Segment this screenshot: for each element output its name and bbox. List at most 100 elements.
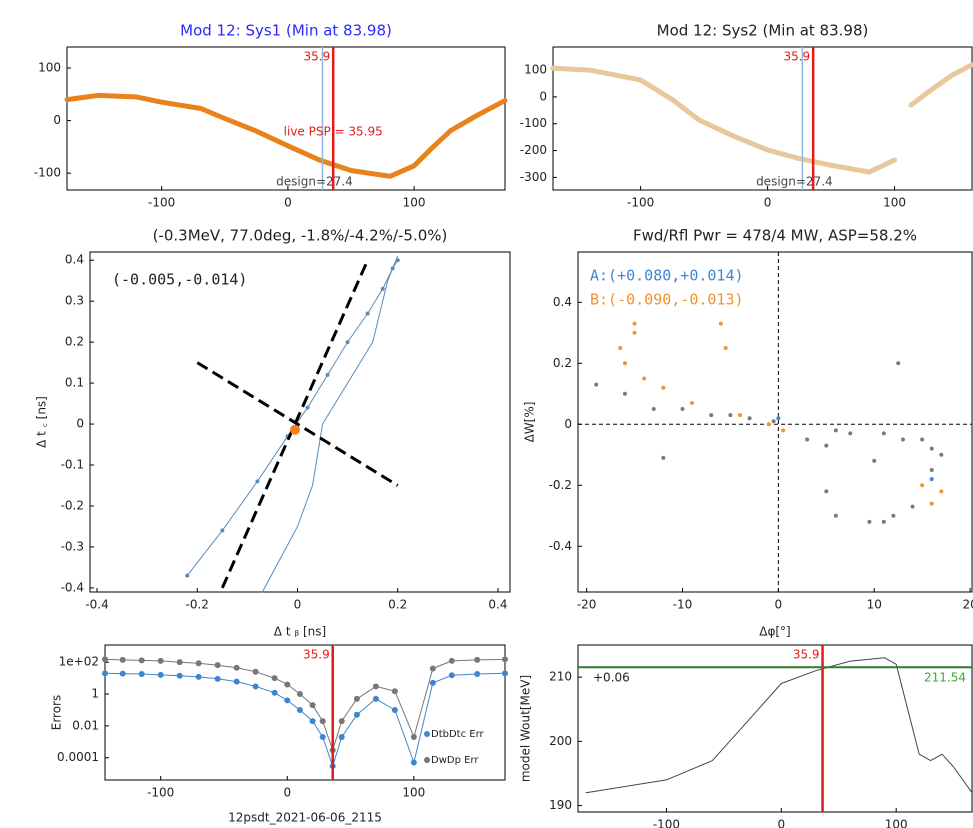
live-value: 35.9	[783, 50, 810, 64]
data-point	[284, 697, 291, 704]
data-point	[881, 431, 886, 436]
data-point	[661, 455, 666, 460]
legend-label: DtbDtc Err	[431, 729, 485, 740]
data-point	[502, 670, 508, 677]
y-axis-label: model Wout[MeV]	[519, 675, 533, 782]
x-tick-label: 0	[283, 786, 291, 800]
x-tick-label: 0	[775, 598, 783, 612]
y-tick-label: 0.2	[553, 356, 572, 370]
x-tick-label: -10	[673, 598, 693, 612]
data-point	[881, 519, 886, 524]
y-tick-label: 100	[38, 61, 61, 75]
data-point	[920, 483, 925, 488]
data-point	[391, 706, 398, 713]
data-point	[157, 657, 164, 664]
data-point	[642, 376, 647, 381]
x-axis-label: 12psdt_2021-06-06_2115	[228, 811, 382, 825]
plot-frame	[104, 644, 506, 781]
data-point	[429, 665, 436, 672]
data-point	[305, 405, 310, 410]
x-tick-label: -100	[627, 196, 654, 210]
series-line	[64, 92, 508, 179]
x-tick-label: 0.4	[488, 598, 507, 612]
y-tick-label: 0	[76, 417, 84, 431]
data-point	[391, 688, 398, 695]
x-tick-label: -0.4	[85, 598, 108, 612]
x-axis-label: Δφ[°]	[759, 625, 791, 639]
data-point	[833, 513, 838, 518]
data-point	[214, 662, 221, 669]
y-tick-label: -100	[34, 166, 61, 180]
data-point	[747, 416, 752, 421]
x-tick-label: -100	[147, 786, 174, 800]
y-axis-label: Δ t ꜀ [ns]	[35, 396, 49, 448]
live-value: 35.9	[793, 648, 820, 662]
data-point	[622, 391, 627, 396]
annotation: B:(-0.090,-0.013)	[590, 291, 744, 309]
data-point	[680, 407, 685, 412]
data-point	[661, 385, 666, 390]
x-tick-label: 100	[402, 786, 425, 800]
data-point	[309, 718, 316, 725]
data-point	[474, 671, 481, 678]
x-tick-label: 0	[764, 196, 772, 210]
y-tick-label: -0.2	[61, 498, 84, 512]
x-tick-label: 100	[883, 196, 906, 210]
data-point	[410, 759, 417, 766]
data-point	[119, 656, 126, 663]
y-tick-label: 0.1	[65, 376, 84, 390]
plot-frame	[552, 46, 973, 191]
series-line	[104, 658, 506, 751]
data-point	[138, 671, 145, 678]
data-point	[353, 695, 360, 702]
data-point	[594, 382, 599, 387]
panel: Mod 12: Sys2 (Min at 83.98) -100 0 100 100 0 -…	[520, 22, 973, 210]
y-tick-label: 0.4	[553, 295, 572, 309]
data-point	[448, 657, 455, 664]
series-line	[186, 259, 399, 577]
data-point	[325, 372, 330, 377]
data-point	[939, 489, 944, 494]
data-point	[900, 437, 905, 442]
data-point	[738, 413, 743, 418]
data-point	[805, 437, 810, 442]
annotation: +0.06	[593, 671, 630, 685]
data-point	[872, 458, 877, 463]
data-point	[896, 361, 901, 366]
y-tick-label: 1	[91, 687, 99, 701]
data-point	[920, 437, 925, 442]
data-point	[252, 683, 259, 690]
y-tick-label: -0.3	[61, 539, 84, 553]
x-tick-label: 20	[962, 598, 973, 612]
live-value: 35.9	[303, 50, 330, 64]
data-point	[380, 286, 385, 291]
y-tick-label: 210	[549, 670, 572, 684]
x-tick-label: -100	[148, 196, 175, 210]
x-tick-label: 100	[885, 818, 908, 828]
y-tick-label: 0.01	[72, 718, 99, 732]
plot-frame	[577, 251, 973, 593]
x-tick-label: 0	[777, 818, 785, 828]
panel: -100 0 100 210 200 190 model Wout[MeV] 35.9 211.…	[519, 644, 973, 828]
guide-line	[220, 259, 370, 589]
guide-line	[196, 361, 399, 487]
panel-title: Mod 12: Sys2 (Min at 83.98)	[657, 22, 869, 40]
data-point	[138, 657, 145, 664]
annotation: A:(+0.080,+0.014)	[590, 267, 744, 285]
data-point	[929, 477, 934, 482]
data-point	[848, 431, 853, 436]
legend-marker	[424, 731, 430, 737]
data-point	[502, 656, 508, 663]
y-tick-label: -300	[520, 170, 547, 184]
data-point	[929, 446, 934, 451]
data-point	[651, 407, 656, 412]
data-point	[632, 330, 637, 335]
panel-title: (-0.3MeV, 77.0deg, -1.8%/-4.2%/-5.0%)	[153, 227, 448, 245]
data-point	[296, 691, 303, 698]
data-point	[338, 734, 345, 741]
data-point	[195, 673, 202, 680]
data-point	[632, 321, 637, 326]
y-axis-label: ΔW[%]	[523, 402, 537, 443]
y-tick-label: -200	[520, 143, 547, 157]
data-point	[690, 400, 695, 405]
